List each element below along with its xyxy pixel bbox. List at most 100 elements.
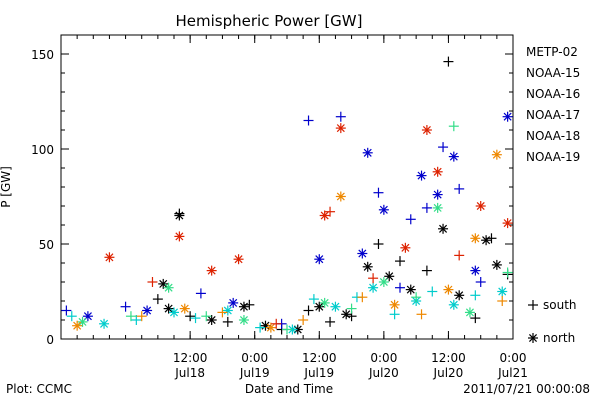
data-point-south: [120, 301, 131, 312]
x-tick-date-label: Jul20: [368, 366, 399, 380]
legend-item-noaa-19: NOAA-19: [526, 150, 580, 164]
data-point-south: [131, 315, 142, 325]
data-point-north: [319, 210, 330, 221]
data-point-south: [136, 311, 147, 322]
data-point-north: [368, 282, 379, 293]
data-point-north: [405, 284, 416, 295]
data-point-south: [497, 296, 508, 306]
data-point-south: [325, 316, 336, 327]
data-point-south: [502, 267, 513, 278]
data-point-north: [454, 290, 465, 301]
data-point-south: [325, 206, 336, 217]
data-point-south: [470, 313, 481, 324]
x-tick-date-label: Jul18: [174, 366, 205, 380]
y-tick-label: 50: [39, 238, 54, 252]
data-point-north: [330, 301, 341, 312]
data-point-north: [77, 316, 88, 327]
data-points: [61, 56, 513, 335]
data-point-north: [389, 299, 400, 310]
marker-legend-label: north: [543, 331, 575, 345]
data-point-north: [104, 252, 115, 263]
data-point-south: [528, 300, 538, 310]
data-point-north: [400, 242, 411, 253]
data-point-north: [142, 305, 153, 316]
y-axis: 0 50 100 150: [31, 48, 513, 347]
x-tick-time-label: 12:00: [431, 351, 466, 365]
legend: METP-02 NOAA-15 NOAA-16 NOAA-17 NOAA-18 NOAA-…: [526, 45, 580, 164]
data-point-north: [174, 231, 185, 242]
data-point-south: [282, 324, 292, 335]
data-point-north: [481, 235, 492, 246]
data-point-north: [206, 265, 217, 276]
data-point-north: [528, 333, 538, 343]
data-point-north: [502, 111, 513, 122]
data-point-north: [163, 282, 174, 293]
data-point-north: [464, 307, 475, 318]
data-point-south: [373, 187, 384, 198]
data-point-north: [319, 297, 330, 308]
data-point-north: [238, 301, 249, 312]
data-point-north: [470, 265, 481, 276]
data-point-north: [378, 204, 389, 215]
data-point-north: [179, 303, 190, 314]
data-point-south: [255, 322, 266, 333]
data-point-south: [475, 277, 486, 287]
data-point-south: [195, 288, 206, 299]
data-point-south: [152, 294, 163, 305]
y-tick-label: 150: [31, 48, 54, 62]
x-tick-time-label: 0:00: [370, 351, 397, 365]
data-point-south: [389, 309, 400, 320]
data-point-north: [82, 311, 93, 322]
data-point-north: [432, 166, 443, 177]
data-point-south: [298, 315, 309, 325]
data-point-south: [271, 318, 282, 329]
plot-timestamp: 2011/07/21 00:00:08: [463, 382, 590, 396]
data-point-north: [357, 248, 368, 259]
data-point-south: [357, 292, 368, 303]
series-noaa-17: [77, 121, 513, 335]
data-point-north: [470, 233, 481, 244]
data-point-north: [416, 170, 427, 181]
data-point-north: [314, 254, 325, 265]
data-point-south: [454, 250, 465, 261]
x-tick-date-label: Jul19: [303, 366, 334, 380]
x-tick-time-label: 12:00: [173, 351, 208, 365]
legend-item-noaa-16: NOAA-16: [526, 87, 580, 101]
data-point-north: [491, 149, 502, 160]
marker-legend-label: south: [543, 298, 577, 312]
data-point-north: [384, 271, 395, 282]
x-tick-time-label: 0:00: [241, 351, 268, 365]
data-point-south: [443, 56, 454, 67]
data-point-north: [475, 201, 486, 211]
data-point-north: [443, 284, 454, 295]
data-point-north: [448, 299, 459, 310]
series-noaa-19: [104, 123, 513, 329]
x-tick-time-label: 0:00: [500, 351, 527, 365]
x-tick-date-label: Jul20: [433, 366, 464, 380]
data-point-south: [190, 313, 201, 324]
data-point-north: [238, 315, 249, 325]
series-noaa-16: [66, 282, 508, 335]
legend-item-noaa-17: NOAA-17: [526, 108, 580, 122]
data-point-north: [362, 147, 373, 158]
data-point-north: [491, 259, 502, 270]
data-point-south: [244, 299, 255, 310]
series-metp-02: [152, 56, 513, 335]
data-point-north: [158, 278, 169, 289]
data-point-north: [233, 254, 244, 265]
data-point-north: [341, 309, 352, 320]
x-axis: 12:00Jul180:00Jul1912:00Jul190:00Jul2012…: [60, 35, 528, 380]
data-point-south: [454, 183, 465, 194]
data-point-south: [368, 273, 379, 284]
data-point-north: [421, 125, 432, 135]
data-point-south: [416, 309, 427, 320]
data-point-south: [147, 277, 158, 287]
data-point-south: [185, 311, 196, 322]
legend-item-noaa-15: NOAA-15: [526, 66, 580, 80]
y-axis-label: P [GW]: [0, 166, 13, 208]
legend-item-metp-02: METP-02: [526, 45, 578, 59]
data-point-north: [438, 223, 449, 234]
y-tick-label: 100: [31, 143, 54, 157]
data-point-north: [335, 191, 346, 202]
